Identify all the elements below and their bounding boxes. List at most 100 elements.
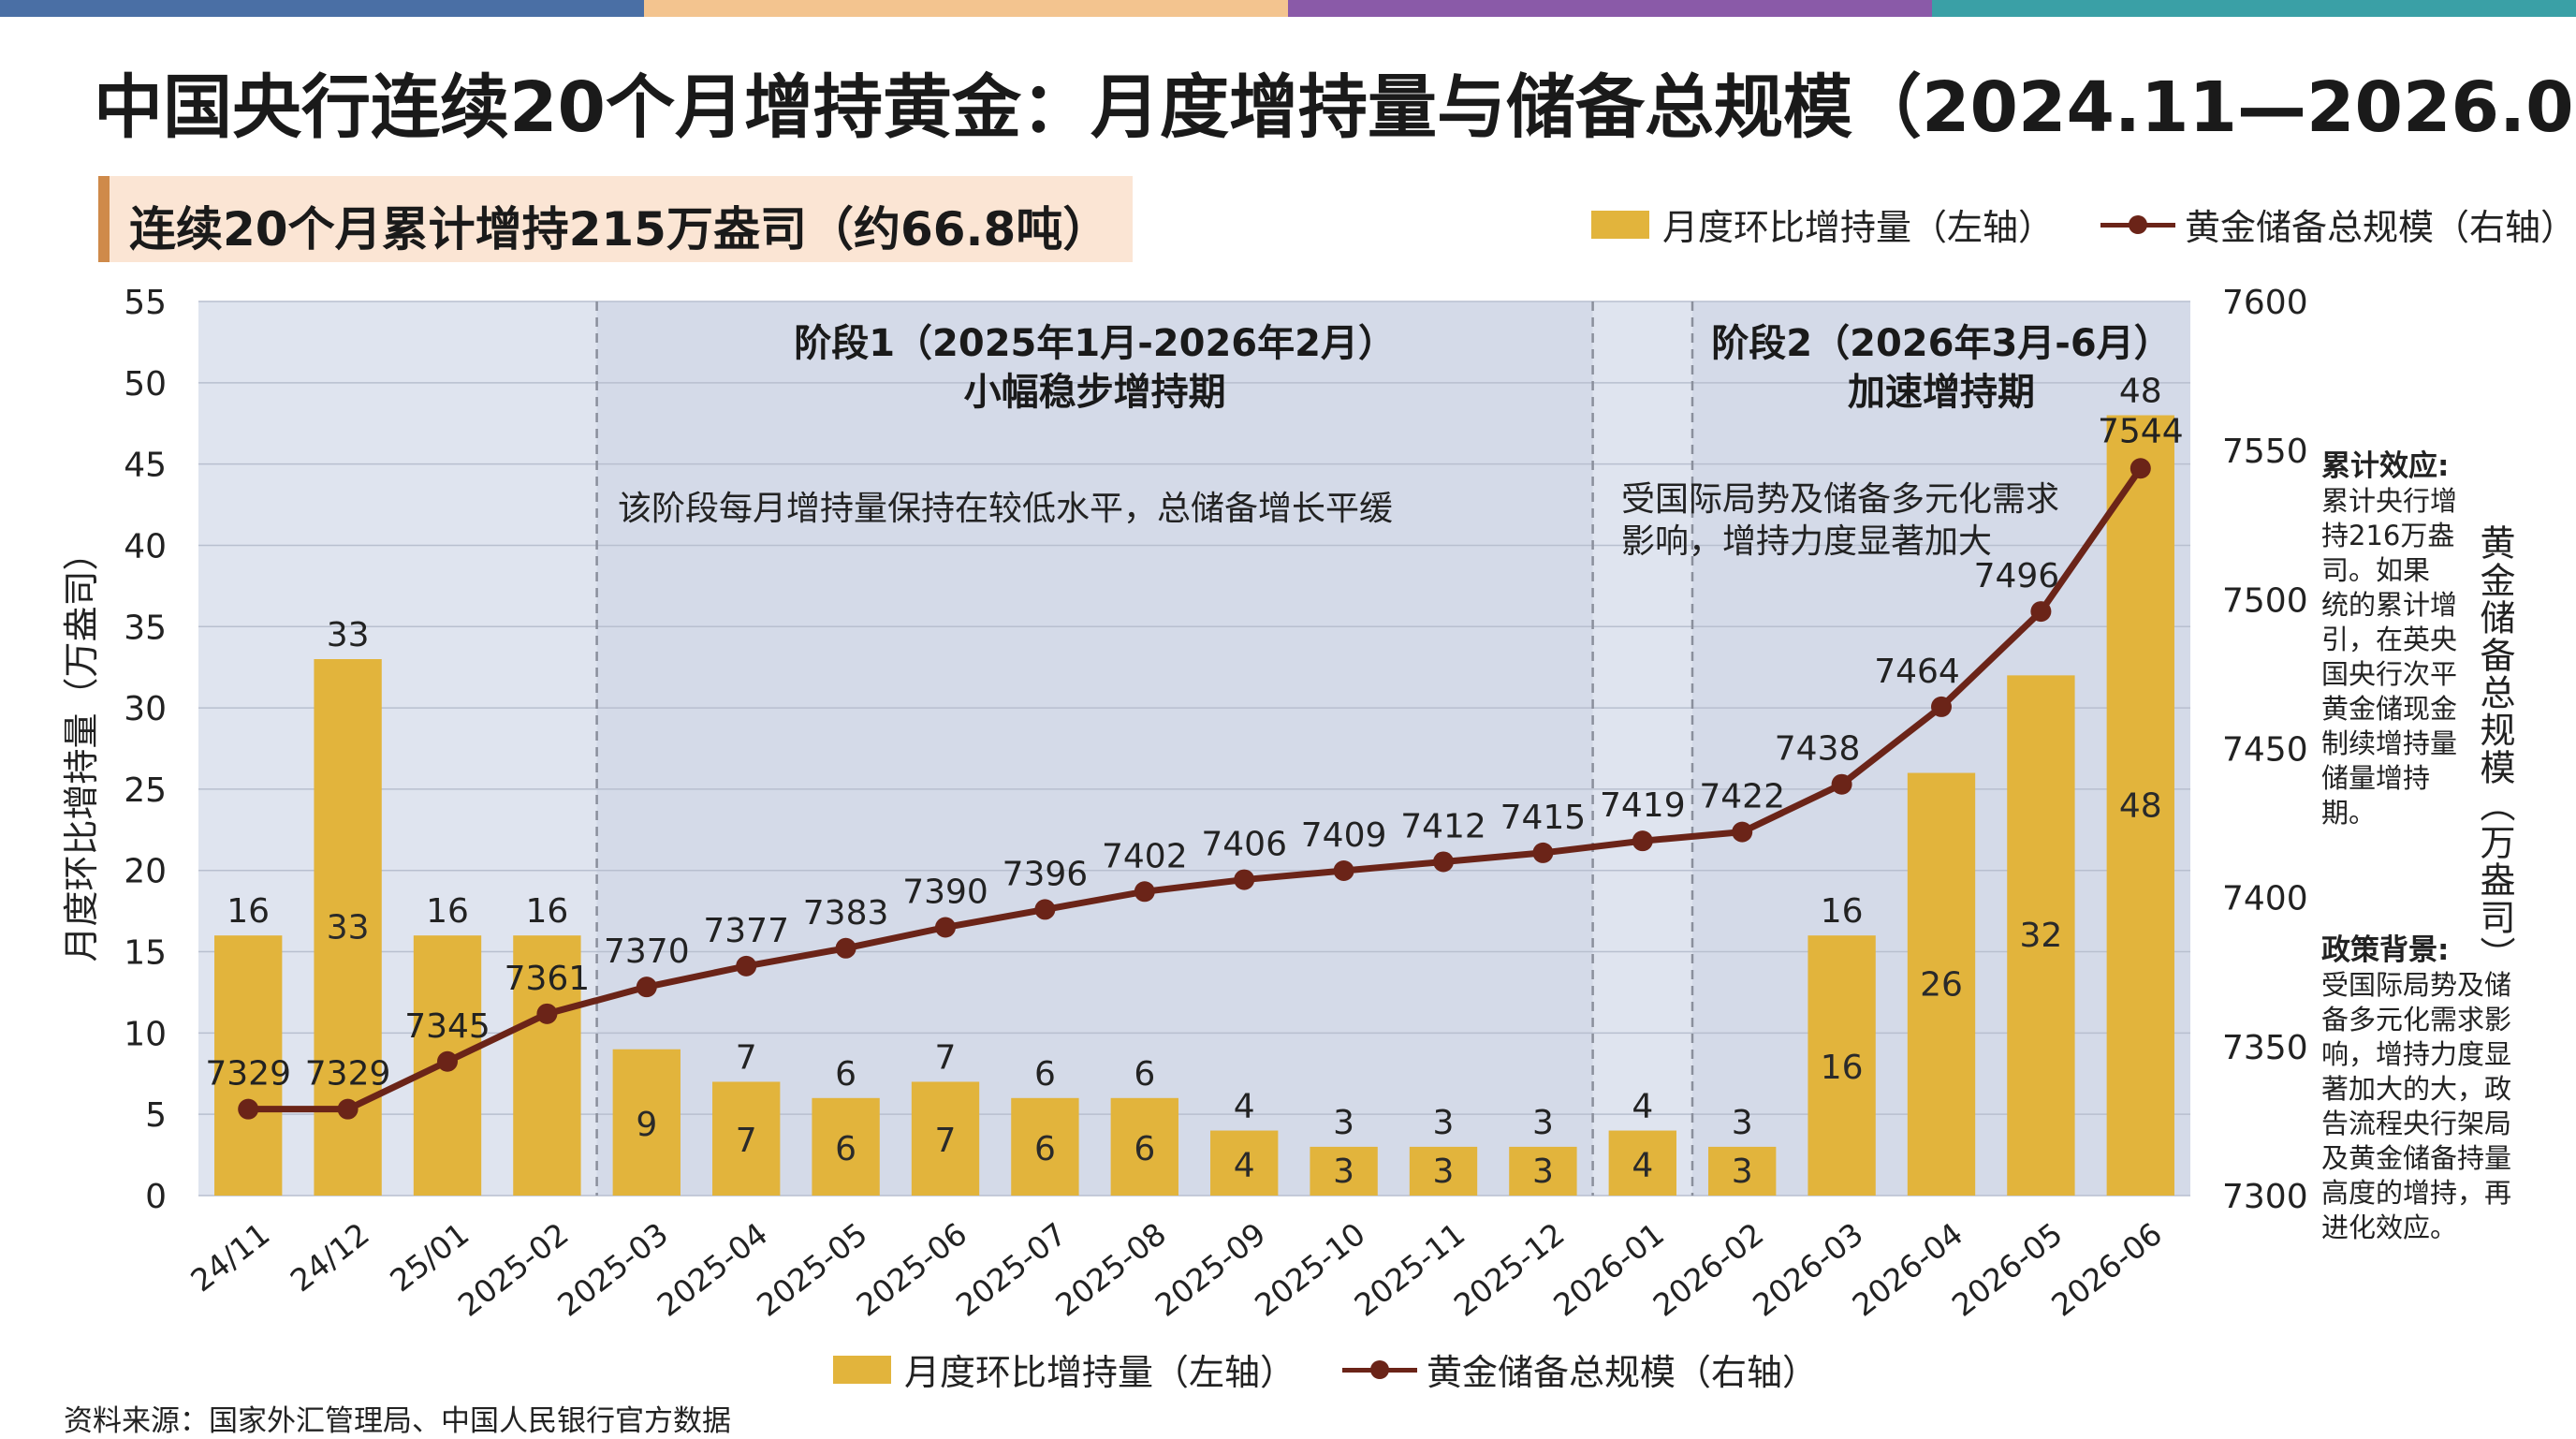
bar-2025-04 (712, 1081, 781, 1196)
phase-2-subtitle: 加速增持期 (1848, 371, 2035, 414)
legend-line-label: 黄金储备总规模（右轴） (2185, 207, 2576, 248)
x-tick-label: 2026-06 (2044, 1215, 2169, 1324)
bar-2025-10 (1310, 1146, 1378, 1196)
reserve-point-2025-11 (1433, 851, 1454, 873)
bar-inner-label: 6 (1134, 1130, 1155, 1168)
left-tick-label: 45 (124, 447, 167, 485)
policy-body-3: 著加大的大，政 (2321, 1073, 2512, 1105)
phase-2-note-line-2: 影响，增持力度显著加大 (1621, 522, 1992, 561)
x-tick-label: 2025-12 (1447, 1215, 1572, 1324)
left-tick-label: 30 (124, 690, 167, 728)
bar-inner-label: 3 (1333, 1153, 1354, 1191)
bar-top-label: 6 (835, 1055, 856, 1094)
left-tick-label: 40 (124, 527, 167, 565)
bar-inner-label: 16 (1821, 1049, 1864, 1087)
x-tick-label: 2025-02 (451, 1215, 576, 1324)
bar-2026-04 (1907, 772, 1976, 1196)
bar-top-label: 3 (1732, 1104, 1753, 1142)
right-tick-label: 7450 (2222, 731, 2308, 770)
bar-2026-06 (2106, 415, 2174, 1197)
reserve-point-2026-06 (2130, 458, 2151, 479)
bar-2025-08 (1110, 1097, 1178, 1196)
policy-body-4: 告流程央行架局 (2321, 1108, 2512, 1139)
bar-2025-03 (612, 1049, 681, 1196)
bar-2025-05 (812, 1097, 880, 1196)
phase-1-subtitle: 小幅稳步增持期 (964, 371, 1226, 414)
x-tick-label: 2025-08 (1048, 1215, 1173, 1324)
reserve-label: 7361 (505, 960, 591, 998)
reserve-point-2026-01 (1632, 830, 1653, 852)
reserve-label: 7544 (2098, 412, 2184, 450)
policy-title: 政策背景: (2321, 933, 2450, 967)
effect-body-9: 期。 (2321, 797, 2377, 829)
x-tick-label: 24/11 (183, 1215, 276, 1299)
left-tick-label: 0 (145, 1178, 167, 1216)
effect-body-2: 司。如果 (2321, 554, 2431, 586)
bar-inner-label: 48 (2119, 786, 2162, 825)
reserve-label: 7390 (902, 874, 988, 912)
reserve-point-2026-02 (1732, 821, 1753, 843)
reserve-point-2026-04 (1931, 696, 1952, 717)
bar-top-label: 16 (426, 892, 469, 931)
reserve-label: 7377 (703, 912, 789, 950)
x-tick-label: 2025-07 (949, 1215, 1074, 1324)
reserve-label: 7329 (205, 1055, 291, 1094)
bar-inner-label: 3 (1732, 1153, 1753, 1191)
reserve-point-24/12 (337, 1098, 359, 1120)
effect-body-4: 引，在英央 (2321, 624, 2458, 655)
bar-2026-03 (1808, 935, 1876, 1196)
bar-top-label: 4 (1632, 1088, 1653, 1126)
bar-inner-label: 7 (736, 1122, 757, 1160)
reserve-label: 7345 (404, 1007, 490, 1046)
bar-inner-label: 9 (636, 1106, 657, 1144)
reserve-label: 7406 (1201, 826, 1287, 864)
reserve-label: 7496 (1974, 557, 2060, 595)
effect-body-8: 储量增持 (2321, 762, 2431, 794)
effect-body-1: 持216万盎 (2321, 520, 2455, 551)
effect-body-7: 制续增持量 (2321, 727, 2458, 759)
reserve-label: 7464 (1874, 653, 1960, 691)
bar-24/11 (214, 935, 283, 1196)
policy-body-1: 备多元化需求影 (2321, 1004, 2512, 1035)
reserve-point-2025-12 (1532, 842, 1554, 863)
reserve-point-2026-03 (1831, 773, 1852, 795)
reserve-point-2026-05 (2030, 601, 2052, 623)
phase-1-note: 该阶段每月增持量保持在较低水平，总储备增长平缓 (618, 490, 1393, 528)
bar-2025-09 (1210, 1130, 1279, 1196)
x-tick-label: 2025-04 (651, 1215, 775, 1324)
subtitle-banner (98, 176, 1133, 262)
reserve-point-24/11 (238, 1098, 259, 1120)
legend-bottom-bar-label: 月度环比增持量（左轴） (904, 1352, 1296, 1393)
bar-top-label: 7 (736, 1038, 757, 1077)
x-tick-label: 2025-05 (750, 1215, 874, 1324)
bar-inner-label: 33 (327, 909, 370, 947)
policy-body-0: 受国际局势及储 (2321, 969, 2512, 1001)
bar-inner-label: 6 (1034, 1130, 1056, 1168)
bar-2025-02 (513, 935, 581, 1196)
left-tick-label: 15 (124, 934, 167, 973)
bar-inner-label: 3 (1532, 1153, 1554, 1191)
effect-body-5: 国央行次平 (2321, 658, 2458, 690)
x-tick-label: 2025-09 (1149, 1215, 1273, 1324)
left-tick-label: 55 (124, 284, 167, 322)
top-color-segment-1 (0, 0, 644, 17)
bar-inner-label: 4 (1234, 1146, 1255, 1184)
bar-top-label: 4 (1234, 1088, 1255, 1126)
bar-2026-02 (1708, 1146, 1777, 1196)
bar-2025-11 (1409, 1146, 1478, 1196)
reserve-point-25/01 (437, 1050, 458, 1072)
legend-bottom-line-swatch (1342, 1356, 1418, 1384)
bar-top-label: 33 (327, 616, 370, 654)
x-tick-label: 2026-04 (1846, 1215, 1970, 1324)
bar-top-label: 48 (2119, 373, 2162, 411)
reserve-point-2025-03 (636, 976, 657, 998)
reserve-line (248, 466, 2144, 1113)
effect-body-6: 黄金储现金 (2321, 693, 2458, 725)
bar-2025-12 (1509, 1146, 1577, 1196)
chart-title: 中国央行连续20个月增持黄金：月度增持量与储备总规模（2024.11—2026.… (94, 67, 2576, 148)
top-color-segment-4 (1932, 0, 2576, 17)
x-tick-label: 2026-02 (1647, 1215, 1771, 1324)
reserve-point-2025-04 (736, 955, 757, 976)
side-notes: 累计效应: 累计央行增 持216万盎 司。如果 统的累计增 引，在英央 国央行次… (2321, 449, 2555, 1245)
